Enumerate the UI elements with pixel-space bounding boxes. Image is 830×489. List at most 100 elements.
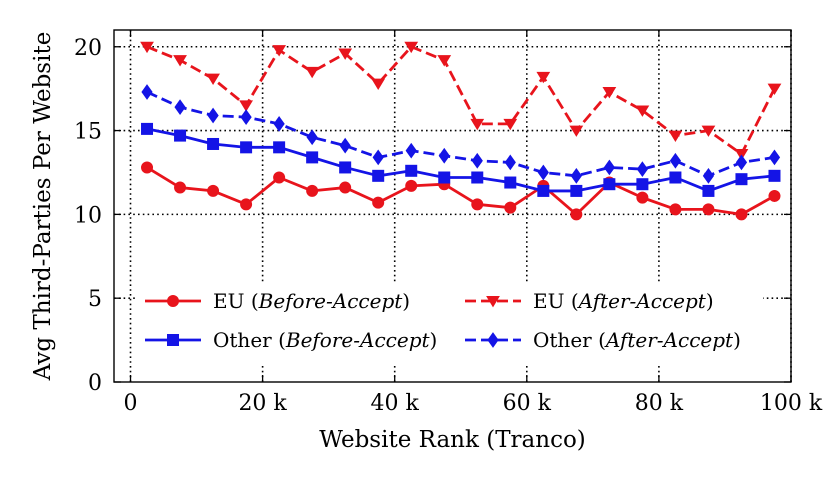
legend-entry: EU (Before-Accept)	[145, 289, 410, 313]
data-point	[372, 149, 384, 166]
data-point	[306, 151, 319, 164]
y-tick-label: 10	[74, 203, 102, 228]
x-tick-label: 20 k	[238, 391, 287, 416]
data-point	[372, 169, 385, 182]
data-point	[174, 129, 187, 142]
data-point	[768, 189, 781, 202]
x-tick-label: 100 k	[760, 391, 823, 416]
data-point	[273, 141, 286, 154]
data-point	[536, 71, 551, 84]
data-point	[504, 154, 516, 171]
x-tick-label: 80 k	[635, 391, 684, 416]
series-2	[140, 41, 782, 161]
data-point	[701, 125, 716, 137]
data-point	[339, 181, 352, 194]
data-point	[570, 208, 583, 221]
data-point	[437, 55, 452, 67]
data-point	[239, 100, 253, 112]
data-point	[438, 147, 450, 164]
x-tick-label: 40 k	[371, 391, 420, 416]
x-axis-title: Website Rank (Tranco)	[319, 427, 586, 453]
plot-frame	[113, 29, 792, 383]
data-point	[405, 142, 417, 159]
data-point	[635, 105, 650, 117]
legend-entry: Other (Before-Accept)	[145, 328, 437, 352]
legend-marker	[487, 332, 499, 348]
data-point	[735, 154, 748, 171]
data-point	[339, 161, 352, 174]
data-point	[240, 109, 252, 126]
legend-entry: Other (After-Accept)	[465, 328, 741, 352]
y-tick-label: 5	[88, 287, 102, 312]
y-axis-title: Avg Third-Parties Per Website	[30, 32, 56, 382]
data-point	[240, 198, 253, 211]
data-point	[305, 66, 320, 79]
data-point	[669, 171, 682, 184]
data-point	[669, 152, 682, 169]
data-point	[702, 203, 715, 216]
data-point	[636, 191, 649, 204]
data-point	[669, 203, 682, 216]
data-point	[207, 184, 220, 197]
data-point	[702, 184, 715, 197]
data-point	[141, 161, 154, 174]
data-point	[602, 87, 617, 99]
data-point	[471, 171, 484, 184]
data-point	[569, 125, 584, 137]
data-point	[668, 130, 683, 142]
data-point	[240, 141, 253, 154]
data-point	[471, 152, 483, 169]
data-point	[206, 73, 220, 85]
legend-marker	[167, 295, 179, 307]
data-point	[306, 184, 319, 197]
data-point	[405, 164, 418, 177]
data-point	[537, 184, 550, 197]
x-tick-label: 0	[124, 391, 138, 416]
data-point	[470, 118, 485, 131]
legend-marker	[486, 296, 500, 308]
data-point	[339, 137, 351, 154]
data-point	[272, 45, 287, 57]
data-point	[768, 149, 781, 166]
legend-label: Other (After-Accept)	[533, 328, 741, 352]
data-point	[734, 149, 749, 161]
data-point	[273, 116, 285, 132]
data-point	[141, 84, 153, 100]
data-point	[207, 137, 220, 150]
data-point	[306, 129, 318, 146]
legend-label: Other (Before-Accept)	[213, 328, 437, 352]
data-point	[735, 208, 748, 221]
data-point	[371, 78, 386, 91]
data-point	[338, 48, 353, 60]
data-point	[504, 176, 517, 189]
data-point	[603, 159, 615, 176]
data-point	[636, 178, 649, 191]
series-1	[141, 122, 781, 197]
data-point	[636, 161, 649, 177]
data-point	[273, 171, 286, 184]
series-line	[146, 90, 775, 178]
data-point	[140, 41, 154, 54]
data-point	[141, 122, 154, 135]
data-point	[438, 171, 451, 184]
data-point	[537, 164, 549, 181]
x-tick-label: 60 k	[503, 391, 552, 416]
data-point	[767, 83, 782, 96]
axes: 0 20 k 40 k 60 k 80 k 100 k 0 5 10 15 20	[74, 29, 823, 416]
y-tick-label: 20	[74, 36, 102, 61]
data-point	[570, 167, 582, 184]
series-3	[141, 84, 781, 184]
data-point	[768, 169, 781, 182]
data-point	[735, 173, 748, 186]
series-layer	[140, 41, 782, 221]
legend-marker	[167, 334, 179, 346]
data-point	[404, 41, 419, 54]
data-point	[207, 107, 219, 124]
legend-entry: EU (After-Accept)	[465, 289, 714, 313]
data-point	[471, 198, 484, 211]
y-tick-label: 15	[74, 120, 102, 145]
data-point	[504, 201, 517, 214]
